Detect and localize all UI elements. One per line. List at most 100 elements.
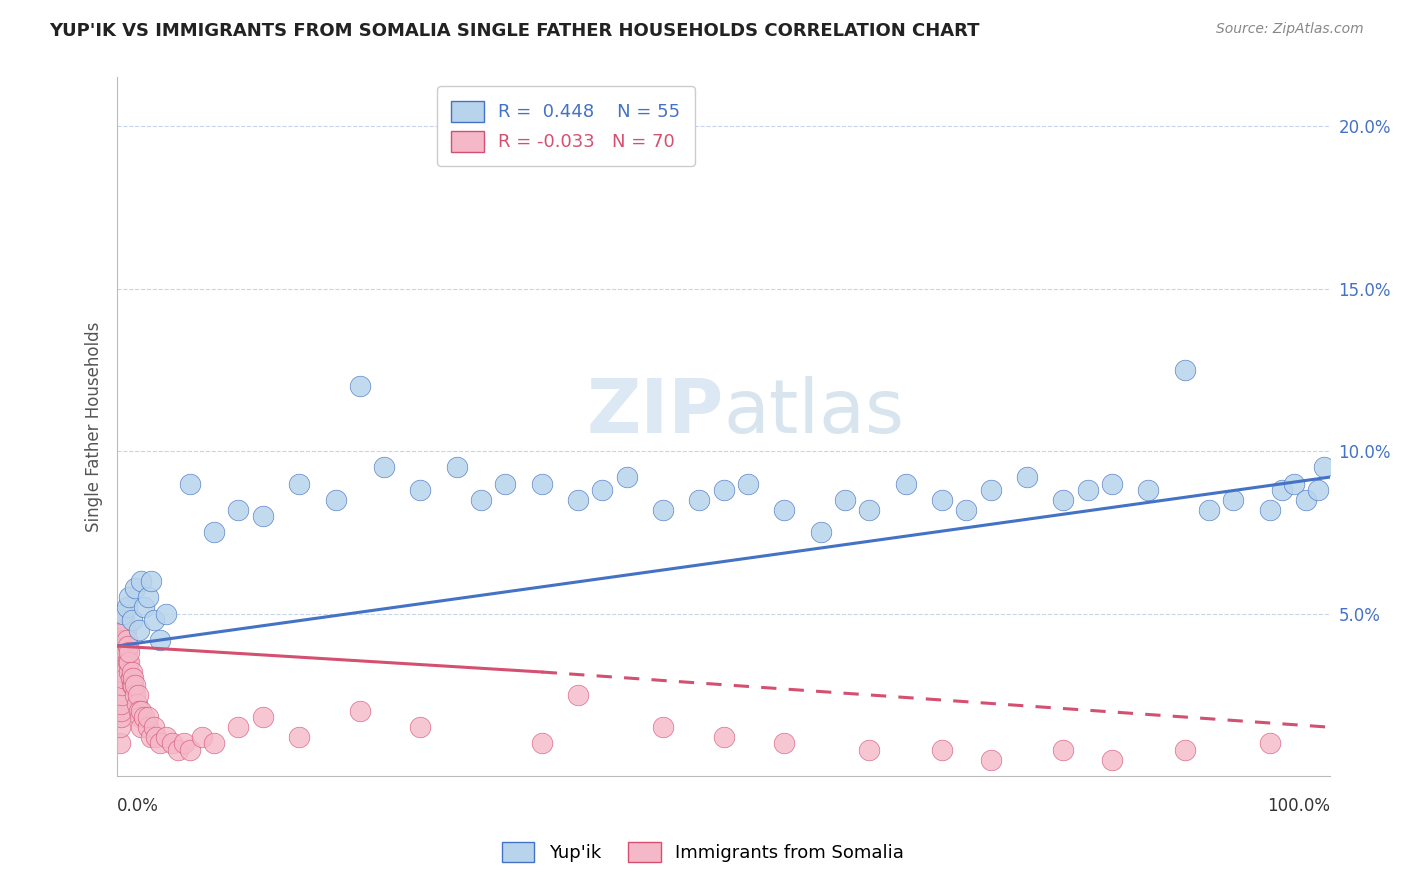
Point [202,736,225,750]
Point [110,698,132,712]
Point [108,736,131,750]
Point [141,574,163,588]
Text: YUP'IK VS IMMIGRANTS FROM SOMALIA SINGLE FATHER HOUSEHOLDS CORRELATION CHART: YUP'IK VS IMMIGRANTS FROM SOMALIA SINGLE… [49,22,980,40]
Point [124,678,146,692]
Point [124,688,146,702]
Point [115,600,138,615]
Point [858,743,880,757]
Point [1101,476,1123,491]
Point [1077,483,1099,497]
Point [131,704,153,718]
Point [530,476,553,491]
Point [112,645,135,659]
Point [108,720,131,734]
Point [567,688,589,702]
Point [141,730,163,744]
Point [252,710,274,724]
Point [129,710,152,724]
Point [202,525,225,540]
Point [955,502,977,516]
Point [132,710,155,724]
Point [114,613,136,627]
Point [131,720,153,734]
Point [112,607,135,621]
Point [1174,743,1197,757]
Point [115,632,138,647]
Point [1282,476,1305,491]
Point [530,736,553,750]
Point [179,743,201,757]
Point [111,678,134,692]
Point [112,639,135,653]
Point [142,720,165,734]
Point [737,476,759,491]
Point [252,509,274,524]
Point [446,460,468,475]
Point [114,632,136,647]
Point [1258,502,1281,516]
Point [125,698,148,712]
Point [1198,502,1220,516]
Point [128,704,150,718]
Point [173,736,195,750]
Point [228,502,250,516]
Point [713,483,735,497]
Point [773,736,796,750]
Point [191,730,214,744]
Point [111,665,134,679]
Point [470,492,492,507]
Point [349,704,371,718]
Point [810,525,832,540]
Point [110,704,132,718]
Point [149,736,172,750]
Point [118,645,141,659]
Point [688,492,710,507]
Point [1052,743,1074,757]
Point [1015,470,1038,484]
Point [132,600,155,615]
Point [118,591,141,605]
Point [136,720,159,734]
Point [166,743,188,757]
Point [858,502,880,516]
Point [1258,736,1281,750]
Point [1052,492,1074,507]
Point [118,665,141,679]
Point [373,460,395,475]
Point [118,655,141,669]
Point [127,688,149,702]
Text: 100.0%: 100.0% [1267,797,1330,815]
Point [494,476,516,491]
Point [114,639,136,653]
Point [114,623,136,637]
Point [288,730,311,744]
Point [111,688,134,702]
Point [142,613,165,627]
Point [145,730,167,744]
Point [834,492,856,507]
Point [179,476,201,491]
Point [616,470,638,484]
Point [713,730,735,744]
Point [112,623,135,637]
Point [931,492,953,507]
Point [1295,492,1317,507]
Point [409,483,432,497]
Point [1306,483,1329,497]
Point [112,672,135,686]
Point [120,672,142,686]
Point [136,710,159,724]
Point [652,720,675,734]
Point [1271,483,1294,497]
Point [128,623,150,637]
Point [121,678,143,692]
Point [112,655,135,669]
Point [773,502,796,516]
Text: 0.0%: 0.0% [117,797,159,815]
Point [1222,492,1244,507]
Text: ZIP: ZIP [586,376,724,450]
Point [110,710,132,724]
Point [1101,753,1123,767]
Point [149,632,172,647]
Point [122,678,145,692]
